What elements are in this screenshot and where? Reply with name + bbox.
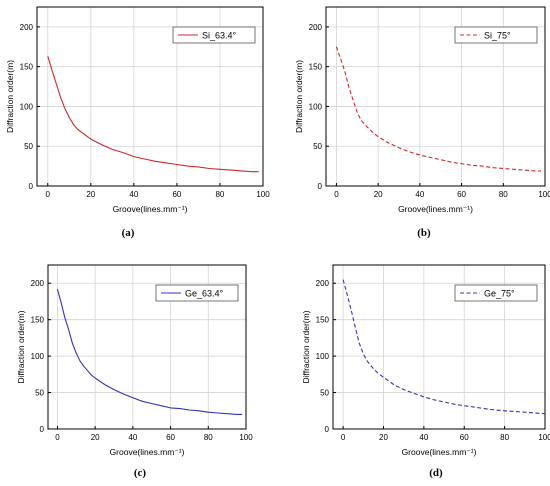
y-axis-label: Diffraction order(m) xyxy=(294,60,304,133)
y-tick-label: 200 xyxy=(31,279,45,288)
panel-caption: (c) xyxy=(134,467,147,479)
legend-box xyxy=(454,26,538,44)
x-tick-label: 20 xyxy=(91,433,100,442)
y-tick-label: 0 xyxy=(29,182,34,191)
y-axis-label: Diffraction order(m) xyxy=(301,310,311,383)
legend: Si_75° xyxy=(454,26,538,44)
y-tick-label: 0 xyxy=(318,182,323,191)
y-tick-label: 150 xyxy=(309,63,323,72)
x-tick-label: 60 xyxy=(460,433,469,442)
x-tick-label: 40 xyxy=(129,190,138,199)
x-tick-label: 20 xyxy=(379,433,388,442)
legend: Ge_63.4° xyxy=(155,284,239,302)
x-tick-label: 80 xyxy=(499,190,508,199)
y-tick-label: 50 xyxy=(35,389,44,398)
x-tick-label: 0 xyxy=(55,433,60,442)
y-tick-label: 50 xyxy=(313,142,322,151)
x-axis-label: Groove(lines.mm⁻¹) xyxy=(110,447,185,457)
y-tick-label: 150 xyxy=(316,316,330,325)
x-tick-label: 0 xyxy=(46,190,51,199)
y-tick-label: 0 xyxy=(40,425,45,434)
x-tick-label: 100 xyxy=(256,190,270,199)
legend-label: Ge_75° xyxy=(484,289,515,299)
legend: Si_63.4° xyxy=(172,26,256,44)
y-tick-label: 200 xyxy=(316,279,330,288)
y-tick-label: 50 xyxy=(320,389,329,398)
y-axis-label: Diffraction order(m) xyxy=(16,310,26,383)
x-tick-label: 80 xyxy=(500,433,509,442)
chart-panel-2: 0 20 40 60 80 100 0 50 100 150 200 Groove(lines.mm⁻… xyxy=(294,6,550,239)
x-tick-label: 40 xyxy=(128,433,137,442)
y-tick-label: 0 xyxy=(325,425,330,434)
plot-frame xyxy=(325,6,546,187)
legend-label: Ge_63.4° xyxy=(185,289,224,299)
series-line xyxy=(56,288,243,415)
legend-label: Si_63.4° xyxy=(202,31,237,41)
panel-caption: (b) xyxy=(417,227,431,239)
x-tick-label: 100 xyxy=(538,433,550,442)
x-axis-label: Groove(lines.mm⁻¹) xyxy=(113,204,188,214)
x-tick-label: 0 xyxy=(341,433,346,442)
plot-frame xyxy=(332,264,546,430)
legend-label: Si_75° xyxy=(484,31,511,41)
y-tick-label: 50 xyxy=(24,142,33,151)
x-tick-label: 0 xyxy=(334,190,339,199)
plot-frame xyxy=(36,6,264,187)
chart-panel-3: 0 20 40 60 80 100 0 50 100 150 200 Groove(lines.mm⁻… xyxy=(16,264,253,479)
y-tick-label: 100 xyxy=(316,352,330,361)
panel-caption: (d) xyxy=(429,467,443,479)
x-tick-label: 20 xyxy=(86,190,95,199)
legend-box xyxy=(172,26,256,44)
legend-box xyxy=(155,284,239,302)
x-axis-label: Groove(lines.mm⁻¹) xyxy=(398,204,473,214)
x-tick-label: 100 xyxy=(239,433,253,442)
chart-panel-1: 0 20 40 60 80 100 0 50 100 150 200 Groove(lines.mm⁻… xyxy=(5,6,270,239)
y-tick-label: 100 xyxy=(309,102,323,111)
plot-frame xyxy=(47,264,247,430)
x-tick-label: 80 xyxy=(204,433,213,442)
y-tick-label: 150 xyxy=(20,63,34,72)
y-tick-label: 200 xyxy=(309,23,323,32)
x-tick-label: 100 xyxy=(538,190,550,199)
legend-box xyxy=(454,284,538,302)
y-tick-label: 150 xyxy=(31,316,45,325)
series-line xyxy=(47,56,259,173)
panel-caption: (a) xyxy=(122,227,135,239)
y-tick-label: 100 xyxy=(20,102,34,111)
x-tick-label: 20 xyxy=(374,190,383,199)
y-tick-label: 200 xyxy=(20,23,34,32)
x-tick-label: 60 xyxy=(172,190,181,199)
x-axis-label: Groove(lines.mm⁻¹) xyxy=(402,447,477,457)
y-axis-label: Diffraction order(m) xyxy=(5,60,15,133)
x-tick-label: 60 xyxy=(166,433,175,442)
x-tick-label: 60 xyxy=(457,190,466,199)
chart-panel-4: 0 20 40 60 80 100 0 50 100 150 200 Groove(lines.mm⁻… xyxy=(301,264,550,479)
series-line xyxy=(335,46,541,172)
y-tick-label: 100 xyxy=(31,352,45,361)
x-tick-label: 40 xyxy=(415,190,424,199)
legend: Ge_75° xyxy=(454,284,538,302)
x-tick-label: 80 xyxy=(215,190,224,199)
x-tick-label: 40 xyxy=(419,433,428,442)
